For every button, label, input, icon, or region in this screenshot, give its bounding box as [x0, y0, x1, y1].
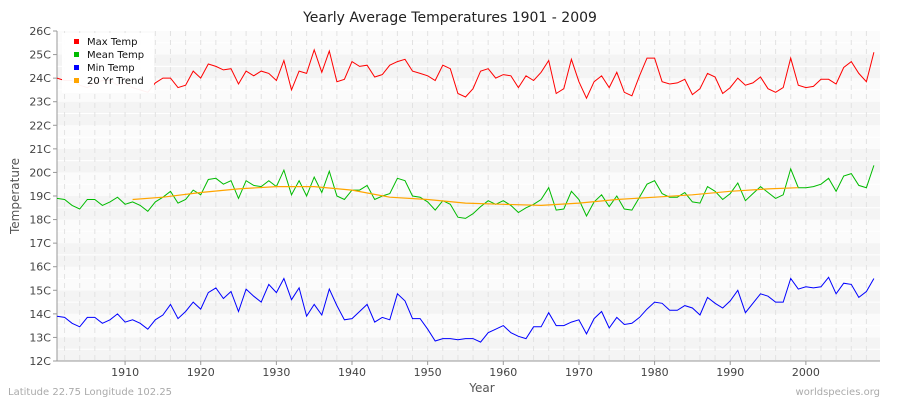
y-tick-label: 12C [29, 355, 51, 368]
legend-swatch [74, 52, 79, 57]
legend-label: 20 Yr Trend [87, 76, 144, 87]
x-axis-label: Year [468, 381, 494, 395]
y-tick-label: 16C [29, 261, 51, 274]
legend-label: Mean Temp [87, 50, 144, 61]
y-tick-label: 26C [29, 25, 51, 38]
y-axis-label: Temperature [8, 158, 22, 235]
x-tick-label: 1930 [262, 366, 290, 379]
legend-label: Min Temp [87, 63, 135, 74]
mean-temp-line [56, 165, 875, 219]
legend: Max Temp Mean Temp Min Temp 20 Yr Trend [62, 33, 154, 93]
x-tick-label: 2000 [792, 366, 820, 379]
chart-title: Yearly Average Temperatures 1901 - 2009 [302, 10, 597, 26]
x-ticks: 1910 1920 1930 1940 1950 1960 1970 1980 1990 2000 [111, 361, 820, 379]
min-temp-line [56, 276, 875, 343]
x-tick-label: 1950 [414, 366, 442, 379]
x-tick-label: 1910 [111, 366, 139, 379]
legend-swatch [74, 65, 79, 70]
x-tick-label: 1940 [338, 366, 366, 379]
plot-background [57, 31, 880, 361]
legend-swatch [74, 39, 79, 44]
y-tick-label: 17C [29, 237, 51, 250]
x-tick-label: 1960 [489, 366, 517, 379]
x-tick-label: 1980 [641, 366, 669, 379]
y-tick-label: 15C [29, 284, 51, 297]
source-label: worldspecies.org [796, 387, 880, 398]
y-tick-label: 18C [29, 214, 51, 227]
y-tick-label: 20C [29, 166, 51, 179]
y-tick-label: 23C [29, 96, 51, 109]
series-lines [56, 48, 875, 343]
legend-swatch [74, 78, 79, 83]
location-label: Latitude 22.75 Longitude 102.25 [8, 387, 172, 398]
y-tick-label: 22C [29, 119, 51, 132]
x-tick-label: 1920 [187, 366, 215, 379]
x-tick-label: 1990 [716, 366, 744, 379]
y-tick-label: 19C [29, 190, 51, 203]
y-tick-label: 21C [29, 143, 51, 156]
y-tick-label: 13C [29, 331, 51, 344]
y-tick-label: 25C [29, 49, 51, 62]
y-tick-label: 24C [29, 72, 51, 85]
20-yr-trend-line [132, 186, 799, 207]
x-tick-label: 1970 [565, 366, 593, 379]
max-temp-line [56, 48, 875, 100]
y-ticks: 12C 13C 14C 15C 16C 17C 18C 19C 20C 21C 22C 23C 24C 2… [29, 25, 57, 368]
y-tick-label: 14C [29, 308, 51, 321]
legend-label: Max Temp [87, 37, 138, 48]
